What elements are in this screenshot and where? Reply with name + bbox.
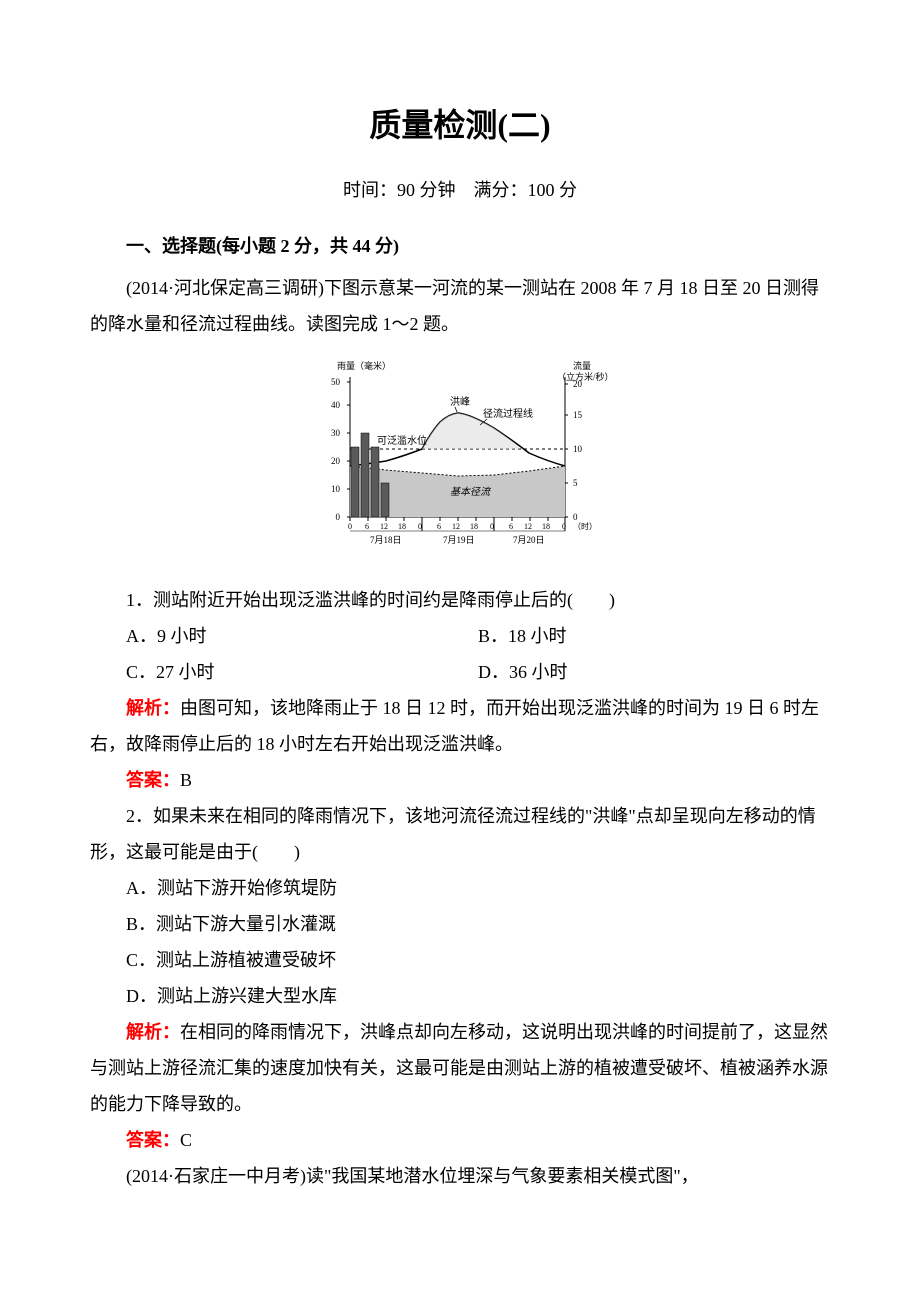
q1-analysis: 解析：由图可知，该地降雨止于 18 日 12 时，而开始出现泛滥洪峰的时间为 1… (90, 690, 830, 762)
svg-text:18: 18 (470, 522, 478, 531)
answer-text: C (180, 1130, 192, 1150)
q2-option-b: B．测站下游大量引水灌溉 (90, 906, 830, 942)
right-tick: 0 (573, 512, 578, 522)
right-tick: 5 (573, 478, 578, 488)
rain-bar (361, 433, 369, 517)
answer-text: B (180, 770, 192, 790)
analysis-label: 解析： (126, 698, 180, 718)
q1-option-c: C．27 小时 (126, 654, 478, 690)
svg-text:6: 6 (437, 522, 441, 531)
svg-text:12: 12 (452, 522, 460, 531)
question-2: 2．如果未来在相同的降雨情况下，该地河流径流过程线的"洪峰"点却呈现向左移动的情… (90, 798, 830, 870)
svg-text:（时）: （时） (573, 521, 597, 531)
rain-bar (371, 447, 379, 517)
left-tick: 50 (331, 377, 341, 387)
next-intro: (2014·石家庄一中月考)读"我国某地潜水位埋深与气象要素相关模式图"， (90, 1158, 830, 1194)
exam-info: 时间：90 分钟 满分：100 分 (90, 176, 830, 202)
q2-answer: 答案：C (90, 1122, 830, 1158)
x-date: 7月19日 (443, 535, 475, 545)
x-axis-hours: 0 6 12 18 0 6 12 18 0 6 12 18 0 （时） (348, 521, 597, 531)
svg-text:18: 18 (542, 522, 550, 531)
svg-text:12: 12 (380, 522, 388, 531)
svg-text:12: 12 (524, 522, 532, 531)
analysis-text: 在相同的降雨情况下，洪峰点却向左移动，这说明出现洪峰的时间提前了，这显然与测站上… (90, 1022, 828, 1114)
right-tick: 15 (573, 410, 583, 420)
right-axis-label-1: 流量 (573, 360, 591, 371)
q1-options-row1: A．9 小时 B．18 小时 (90, 618, 830, 654)
svg-text:18: 18 (398, 522, 406, 531)
analysis-text: 由图可知，该地降雨止于 18 日 12 时，而开始出现泛滥洪峰的时间为 19 日… (90, 698, 819, 754)
q2-option-c: C．测站上游植被遭受破坏 (90, 942, 830, 978)
answer-label: 答案： (126, 770, 180, 790)
overflow-level-label: 可泛滥水位 (377, 434, 427, 447)
right-axis-label-2: （立方米/秒） (557, 371, 614, 382)
baseflow-label: 基本径流 (450, 486, 492, 498)
page-title: 质量检测(二) (90, 100, 830, 146)
q1-option-a: A．9 小时 (126, 618, 478, 654)
q2-option-d: D．测站上游兴建大型水库 (90, 978, 830, 1014)
svg-text:0: 0 (418, 522, 422, 531)
runoff-curve-label: 径流过程线 (483, 407, 533, 420)
x-date: 7月18日 (370, 535, 402, 545)
analysis-label: 解析： (126, 1022, 180, 1042)
svg-text:0: 0 (490, 522, 494, 531)
q1-option-b: B．18 小时 (478, 618, 830, 654)
svg-text:6: 6 (509, 522, 513, 531)
intro-paragraph: (2014·河北保定高三调研)下图示意某一河流的某一测站在 2008 年 7 月… (90, 270, 830, 342)
answer-label: 答案： (126, 1130, 180, 1150)
left-tick: 0 (336, 512, 341, 522)
q2-analysis: 解析：在相同的降雨情况下，洪峰点却向左移动，这说明出现洪峰的时间提前了，这显然与… (90, 1014, 830, 1122)
left-axis-label: 雨量（毫米） (337, 360, 391, 371)
right-tick: 20 (573, 379, 583, 389)
flood-peak-label: 洪峰 (450, 396, 470, 408)
q1-option-d: D．36 小时 (478, 654, 830, 690)
svg-text:0: 0 (348, 522, 352, 531)
right-tick: 10 (573, 444, 583, 454)
left-tick: 20 (331, 456, 341, 466)
left-tick: 40 (331, 400, 341, 410)
section-heading: 一、选择题(每小题 2 分，共 44 分) (90, 232, 830, 258)
left-tick: 10 (331, 484, 341, 494)
q2-option-a: A．测站下游开始修筑堤防 (90, 870, 830, 906)
question-1: 1．测站附近开始出现泛滥洪峰的时间约是降雨停止后的( ) (90, 582, 830, 618)
left-tick: 30 (331, 428, 341, 438)
svg-text:6: 6 (365, 522, 369, 531)
q1-options-row2: C．27 小时 D．36 小时 (90, 654, 830, 690)
rain-bar (381, 483, 389, 517)
q1-answer: 答案：B (90, 762, 830, 798)
runoff-chart: 雨量（毫米） 流量 （立方米/秒） 0 10 20 30 40 50 0 5 1… (295, 357, 625, 562)
chart-container: 雨量（毫米） 流量 （立方米/秒） 0 10 20 30 40 50 0 5 1… (90, 357, 830, 562)
x-date: 7月20日 (513, 535, 545, 545)
rain-bar (351, 447, 359, 517)
